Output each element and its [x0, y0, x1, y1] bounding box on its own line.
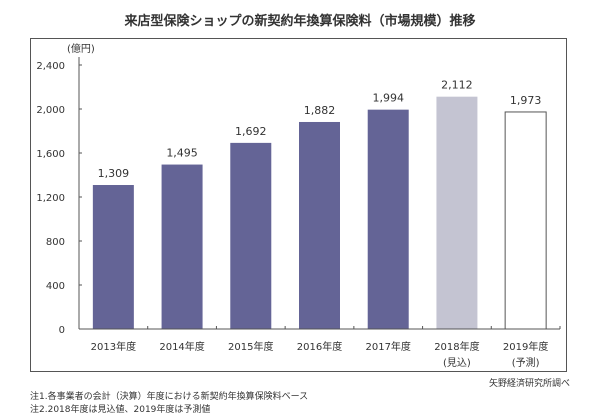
bar-2014年度: [161, 164, 203, 329]
data-label: 1,882: [304, 104, 336, 117]
bar-2018年度: [436, 96, 478, 330]
chart-frame: [30, 38, 567, 372]
bar-2016年度: [299, 121, 340, 329]
bar-2019年度: [504, 111, 547, 330]
x-tick-label: 2013年度: [91, 340, 136, 353]
x-tick-sublabel: (予測): [512, 356, 540, 369]
bar-2017年度: [367, 109, 409, 329]
y-tick-label: 0: [59, 325, 65, 336]
y-tick-label: 1,600: [36, 149, 65, 160]
chart-title: 来店型保険ショップの新契約年換算保険料（市場規模）推移: [124, 14, 476, 29]
x-tick-label: 2014年度: [159, 340, 204, 353]
note-1: 注1.各事業者の会計（決算）年度における新契約年換算保険料ベース: [30, 392, 309, 402]
data-label: 1,495: [166, 147, 198, 160]
bar-2015年度: [230, 142, 272, 329]
bar-2013年度: [92, 185, 134, 329]
x-tick-sublabel: (見込): [443, 357, 471, 369]
y-tick-label: 800: [46, 237, 65, 248]
x-tick-label: 2016年度: [297, 340, 342, 353]
y-tick-label: 2,400: [36, 61, 65, 72]
data-label: 1,994: [372, 92, 404, 105]
y-tick-label: 2,000: [36, 105, 65, 116]
x-tick-label: 2015年度: [228, 340, 273, 353]
source-credit: 矢野経済研究所調べ: [488, 379, 570, 389]
note-2: 注2.2018年度は見込値、2019年度は予測値: [30, 405, 211, 415]
y-tick-label: 400: [46, 281, 65, 292]
x-tick-label: 2018年度: [434, 340, 479, 353]
x-tick-label: 2017年度: [365, 340, 410, 353]
data-label: 2,112: [441, 79, 473, 92]
y-tick-label: 1,200: [36, 193, 65, 204]
data-label: 1,309: [98, 167, 130, 180]
y-axis-unit-label: (億円): [67, 42, 95, 55]
data-label: 1,692: [235, 125, 267, 138]
data-label: 1,973: [510, 94, 542, 107]
x-tick-label: 2019年度: [503, 340, 548, 353]
